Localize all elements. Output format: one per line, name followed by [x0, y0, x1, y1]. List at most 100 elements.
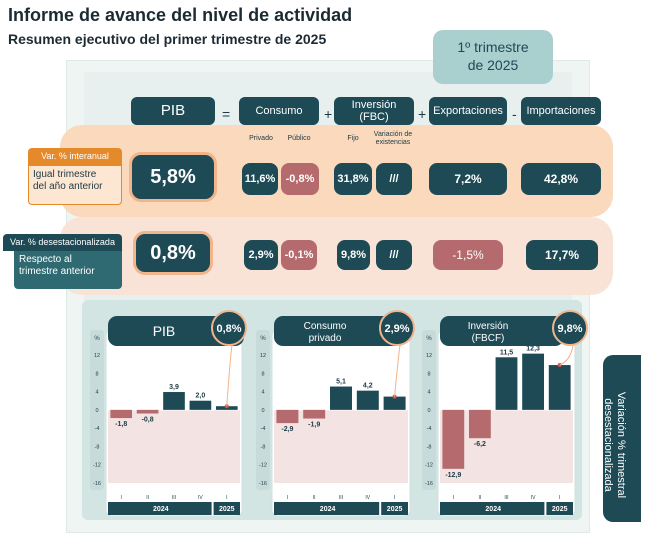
row-label-interanual-head: Var. % interanual — [28, 148, 122, 165]
bar-label-2-0: -12,9 — [445, 472, 461, 479]
fijo-interanual-value: 31,8% — [334, 163, 372, 195]
y-tick-label-0-0: 12 — [94, 353, 100, 359]
chart-badge-value-0: 0,8% — [216, 323, 241, 335]
chart-badge-value-2: 9,8% — [557, 323, 582, 335]
exportaciones-interanual-value: 7,2% — [429, 163, 507, 195]
x-tick-label-0-4: I — [226, 495, 227, 501]
chart-badge-connector-1 — [394, 344, 401, 397]
quarter-line2: de 2025 — [467, 57, 519, 73]
bar-label-1-0: -2,9 — [281, 426, 293, 433]
year-bar-2024-2 — [440, 502, 545, 515]
subheader-variacion-existencias: Variación de existencias — [372, 131, 414, 147]
year-label-2024-2: 2024 — [485, 506, 501, 513]
bar-1-4 — [383, 396, 406, 410]
y-tick-label-1-4: -4 — [261, 426, 266, 432]
chart-title-0: PIB — [153, 323, 176, 339]
y-tick-label-0-4: -4 — [95, 426, 100, 432]
x-tick-label-1-1: II — [313, 495, 316, 501]
chart-badge-connector-0 — [226, 344, 233, 407]
bar-0-0 — [110, 409, 133, 419]
bar-2-2 — [495, 357, 518, 410]
chart-axis-strip-2 — [422, 330, 436, 490]
bar-2-4 — [548, 365, 571, 410]
bar-label-2-2: 11,5 — [500, 349, 513, 356]
bar-0-1 — [136, 409, 159, 414]
x-tick-label-1-2: III — [339, 495, 343, 501]
year-bar-2025-0 — [213, 502, 240, 515]
chart-badge-value-1: 2,9% — [384, 323, 409, 335]
row-label-interanual-line2: del año anterior — [33, 181, 103, 192]
bar-2-3 — [522, 353, 545, 410]
subheader-variacion-line1: Variación de — [373, 131, 413, 138]
header-inversion: Inversión (FBC) — [334, 97, 414, 125]
y-tick-label-1-0: 12 — [260, 353, 266, 359]
y-tick-label-2-6: -12 — [425, 463, 433, 469]
page-subtitle: Resumen ejecutivo del primer trimestre d… — [8, 31, 327, 47]
y-tick-label-1-5: -8 — [261, 444, 266, 450]
y-tick-label-1-7: -16 — [259, 481, 267, 487]
chart-title-pill-0 — [108, 316, 244, 346]
bar-label-1-2: 5,1 — [336, 379, 346, 386]
chart-axis-strip-1 — [256, 330, 270, 490]
x-tick-label-2-1: II — [479, 495, 482, 501]
bar-1-1 — [303, 409, 326, 419]
publico-desest-value: -0,1% — [281, 240, 317, 270]
chart-badge-connector-2 — [559, 344, 574, 366]
pib-interanual-value: 5,8% — [129, 152, 217, 202]
year-bar-2025-1 — [381, 502, 408, 515]
year-bar-2025-2 — [546, 502, 573, 515]
x-tick-label-0-0: I — [121, 495, 122, 501]
bar-label-2-3: 12,3 — [526, 346, 540, 353]
subheader-publico: Público — [287, 135, 311, 142]
y-tick-label-0-2: 4 — [95, 390, 98, 396]
quarter-badge: 1º trimestre de 2025 — [433, 30, 553, 84]
pib-desest-value: 0,8% — [133, 231, 213, 275]
operator-equals: = — [222, 106, 231, 122]
header-exportaciones: Exportaciones — [429, 97, 507, 125]
y-tick-label-1-2: 4 — [261, 390, 264, 396]
chart-badge-1 — [379, 310, 415, 346]
x-tick-label-0-1: II — [146, 495, 149, 501]
operator-plus-2: + — [418, 106, 427, 122]
bar-label-2-1: -6,2 — [474, 441, 486, 448]
chart-badge-0 — [211, 310, 247, 346]
fijo-desest-value: 9,8% — [337, 240, 370, 270]
year-label-2025-1: 2025 — [387, 506, 403, 513]
chart-title-line1-2: Inversión — [468, 321, 509, 332]
side-tab — [603, 355, 641, 522]
header-inversion-label: Inversión — [351, 99, 397, 111]
year-bar-2024-1 — [274, 502, 380, 515]
year-label-2025-2: 2025 — [552, 506, 568, 513]
x-tick-label-0-2: III — [172, 495, 176, 501]
row-label-desest-line2: trimestre anterior — [19, 266, 95, 277]
chart-negative-area-0 — [108, 409, 240, 483]
y-tick-label-1-1: 8 — [261, 371, 264, 377]
x-tick-label-2-2: III — [504, 495, 508, 501]
chart-title-pill-1 — [274, 316, 404, 346]
bar-label-1-1: -1,9 — [308, 422, 320, 429]
bar-2-0 — [442, 409, 465, 469]
y-tick-label-2-2: 4 — [427, 390, 430, 396]
bar-label-1-3: 4,2 — [363, 383, 373, 390]
privado-desest-value: 2,9% — [244, 240, 278, 270]
y-tick-label-2-7: -16 — [425, 481, 433, 487]
year-bar-2024-0 — [108, 502, 212, 515]
row-label-desest-line1: Respecto al — [19, 254, 72, 265]
bar-1-0 — [276, 409, 299, 424]
chart-unit-label-0: % — [94, 336, 100, 342]
importaciones-desest-value: 17,7% — [526, 240, 598, 270]
subheader-privado: Privado — [249, 135, 273, 142]
x-tick-label-1-0: I — [287, 495, 288, 501]
header-importaciones: Importaciones — [521, 97, 601, 125]
publico-interanual-value: -0,8% — [281, 163, 319, 195]
x-tick-label-2-4: I — [559, 495, 560, 501]
privado-interanual-value: 11,6% — [242, 163, 278, 195]
y-tick-label-0-7: -16 — [93, 481, 101, 487]
year-label-2024-0: 2024 — [153, 506, 169, 513]
year-label-2025-0: 2025 — [219, 506, 235, 513]
exportaciones-desest-value: -1,5% — [433, 240, 503, 270]
y-tick-label-0-5: -8 — [95, 444, 100, 450]
bar-2-1 — [468, 409, 491, 439]
y-tick-label-0-3: 0 — [95, 408, 98, 414]
